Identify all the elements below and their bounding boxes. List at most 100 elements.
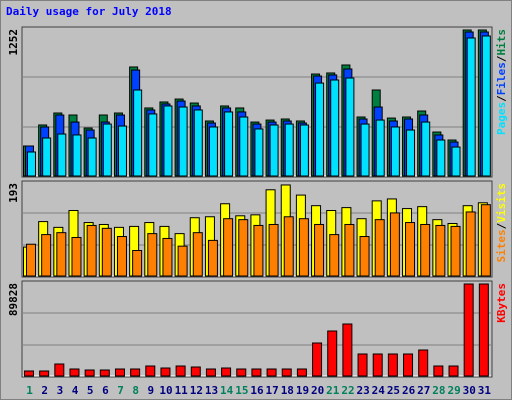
bar [360, 123, 370, 177]
legend-separator: / [495, 55, 508, 62]
bar [433, 365, 444, 377]
bar [162, 237, 173, 277]
bar [178, 106, 188, 177]
bar [72, 134, 82, 177]
bar [102, 123, 112, 177]
legend-entry: KBytes [495, 283, 508, 323]
bar [148, 113, 158, 177]
bar [359, 236, 370, 277]
bar [254, 128, 264, 177]
bar [101, 227, 112, 277]
x-tick-label: 26 [402, 384, 416, 397]
bar [298, 218, 309, 277]
x-tick-label: 17 [266, 384, 279, 397]
legend: KBytes [495, 283, 508, 323]
bar [57, 133, 67, 177]
y-tick-label: 89828 [7, 283, 20, 316]
bar [130, 368, 141, 377]
legend-entry: Hits [495, 29, 508, 56]
bar [344, 223, 355, 277]
bar [56, 232, 67, 277]
chart-title: Daily usage for July 2018 [6, 5, 172, 18]
x-tick-label: 21 [326, 384, 340, 397]
legend-separator: / [495, 95, 508, 102]
bar [193, 109, 203, 177]
bar [208, 126, 218, 177]
bar [251, 368, 262, 377]
bar [27, 151, 36, 177]
bar [253, 224, 264, 277]
bar [327, 330, 338, 377]
bar [312, 342, 323, 377]
x-tick-label: 22 [341, 384, 354, 397]
x-tick-label: 24 [372, 384, 386, 397]
bar [465, 211, 476, 277]
bar [87, 137, 97, 177]
legend: Sites/Visits [495, 183, 508, 263]
bar [330, 79, 340, 177]
x-tick-label: 23 [357, 384, 370, 397]
x-tick-label: 12 [190, 384, 203, 397]
y-tick-label: 193 [7, 183, 20, 203]
bar [132, 249, 143, 277]
bar [463, 283, 474, 377]
bar [390, 126, 400, 177]
bar [372, 353, 383, 377]
bar [420, 223, 431, 277]
bar [478, 283, 489, 377]
bar [71, 236, 82, 277]
bar [451, 146, 461, 177]
legend-entry: Sites [495, 229, 508, 262]
x-tick-label: 5 [87, 384, 94, 397]
bar [314, 223, 325, 277]
bar [86, 224, 97, 277]
bar [374, 219, 385, 277]
x-tick-label: 15 [235, 384, 248, 397]
x-tick-label: 1 [26, 384, 33, 397]
bar [342, 323, 353, 377]
y-tick-label: 1252 [7, 29, 20, 56]
bar [299, 124, 309, 177]
bar [175, 365, 186, 377]
bar [26, 243, 36, 277]
x-tick-label: 30 [463, 384, 476, 397]
x-tick-label: 7 [117, 384, 124, 397]
bar [406, 129, 416, 177]
bar [239, 116, 249, 177]
x-tick-label: 25 [387, 384, 400, 397]
x-tick-label: 10 [159, 384, 172, 397]
bar [39, 370, 50, 377]
bar [177, 245, 188, 277]
bar [236, 368, 247, 377]
bar [296, 368, 307, 377]
bar [421, 121, 431, 177]
bar [54, 363, 65, 377]
bar [269, 124, 279, 177]
bar [160, 367, 171, 377]
bar [405, 222, 416, 277]
legend: Pages/Files/Hits [495, 29, 508, 135]
bar [345, 77, 355, 177]
bar [389, 212, 400, 277]
bar [436, 139, 446, 177]
bar [221, 367, 232, 377]
legend-entry: Pages [495, 102, 508, 135]
legend-entry: Visits [495, 183, 508, 223]
legend-separator: / [495, 222, 508, 229]
x-tick-label: 16 [250, 384, 264, 397]
x-tick-label: 9 [148, 384, 155, 397]
bar [147, 233, 158, 277]
bar [387, 353, 398, 377]
bar [450, 225, 461, 277]
bar [69, 368, 80, 377]
x-tick-label: 3 [57, 384, 64, 397]
bar [268, 223, 279, 277]
bar [117, 125, 127, 177]
x-tick-label: 20 [311, 384, 324, 397]
legend-entry: Files [495, 62, 508, 95]
x-tick-label: 4 [72, 384, 79, 397]
bar [266, 368, 277, 377]
x-tick-label: 31 [478, 384, 492, 397]
x-tick-label: 28 [432, 384, 445, 397]
